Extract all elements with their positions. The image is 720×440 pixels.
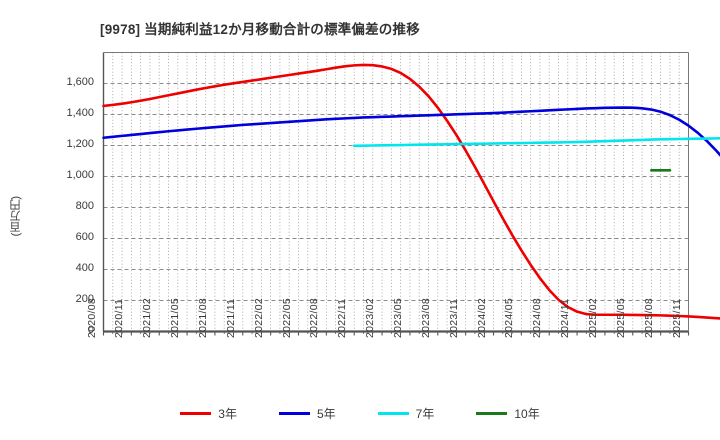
series-line-5年 bbox=[102, 106, 720, 157]
plot-background bbox=[103, 52, 689, 332]
y-tick-label: 0 bbox=[87, 324, 94, 336]
x-tick-label: 2024/05 bbox=[503, 297, 516, 338]
legend-item-7年[interactable]: 7年 bbox=[377, 405, 435, 422]
legend-swatch-icon bbox=[180, 412, 212, 415]
y-tick-label: 1,400 bbox=[66, 107, 94, 119]
x-tick-label: 2022/08 bbox=[308, 297, 321, 338]
x-tick-label: 2021/05 bbox=[169, 297, 182, 338]
y-tick-label: 600 bbox=[75, 231, 94, 243]
legend-swatch-icon bbox=[278, 412, 310, 415]
legend-swatch-icon bbox=[377, 412, 409, 415]
x-tick-label: 2023/05 bbox=[391, 297, 404, 338]
x-tick-label: 2025/02 bbox=[586, 297, 599, 338]
series-line-3年 bbox=[102, 63, 720, 320]
x-tick-label: 2025/08 bbox=[642, 297, 655, 338]
legend-swatch-icon bbox=[476, 412, 508, 415]
y-tick-label: 1,200 bbox=[66, 138, 94, 150]
legend-label: 7年 bbox=[415, 407, 435, 421]
x-tick-label: 2024/11 bbox=[559, 298, 572, 338]
y-tick-label: 1,600 bbox=[66, 76, 94, 88]
x-tick-label: 2024/02 bbox=[475, 297, 488, 338]
series-line-7年 bbox=[352, 137, 720, 148]
x-tick-label: 2023/02 bbox=[364, 297, 377, 338]
y-tick-label: 400 bbox=[75, 262, 94, 274]
legend-label: 3年 bbox=[218, 407, 237, 421]
y-axis-label: (百万円) bbox=[10, 196, 22, 237]
x-tick-label: 2022/05 bbox=[280, 297, 293, 338]
x-tick-label: 2021/08 bbox=[196, 297, 209, 338]
y-tick-label: 800 bbox=[75, 200, 94, 212]
y-tick-label: 1,000 bbox=[66, 169, 94, 181]
x-tick-label: 2023/11 bbox=[447, 298, 460, 338]
x-tick-label: 2025/11 bbox=[670, 298, 683, 338]
x-tick-label: 2022/11 bbox=[336, 298, 349, 338]
x-tick-label: 2023/08 bbox=[419, 297, 432, 338]
y-tick-label: 200 bbox=[75, 293, 94, 305]
x-tick-label: 2025/05 bbox=[614, 297, 627, 338]
x-tick-label: 2021/02 bbox=[141, 297, 154, 338]
x-tick-label: 2020/08 bbox=[85, 297, 98, 338]
legend-item-3年[interactable]: 3年 bbox=[180, 405, 237, 422]
x-tick-label: 2021/11 bbox=[224, 298, 237, 338]
x-axis-ticks bbox=[102, 331, 690, 336]
legend-label: 5年 bbox=[316, 407, 336, 421]
x-tick-label: 2024/08 bbox=[531, 297, 544, 338]
x-tick-label: 2020/11 bbox=[113, 298, 126, 338]
legend-label: 10年 bbox=[514, 407, 540, 421]
chart-legend: 3年 5年 7年 10年 bbox=[0, 405, 720, 422]
data-series-group bbox=[102, 63, 720, 320]
legend-item-10年[interactable]: 10年 bbox=[476, 405, 540, 422]
chart-title: [9978] 当期純利益12か月移動合計の標準偏差の推移 bbox=[100, 22, 420, 37]
x-tick-label: 2022/02 bbox=[252, 297, 265, 338]
legend-item-5年[interactable]: 5年 bbox=[278, 405, 336, 422]
